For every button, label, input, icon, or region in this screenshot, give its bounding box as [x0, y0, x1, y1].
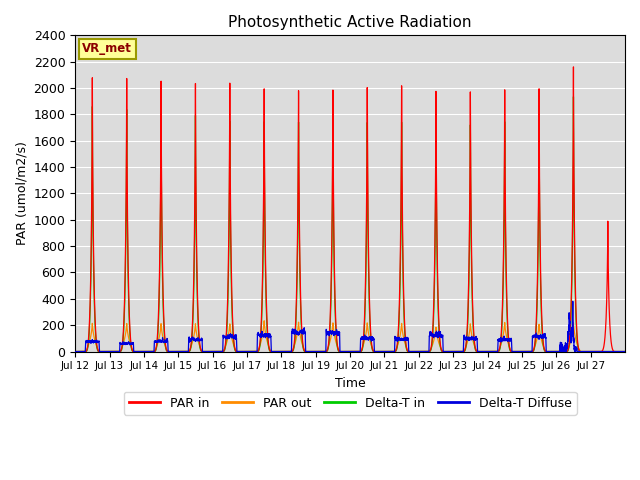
X-axis label: Time: Time — [335, 377, 365, 390]
Y-axis label: PAR (umol/m2/s): PAR (umol/m2/s) — [15, 142, 28, 245]
Legend: PAR in, PAR out, Delta-T in, Delta-T Diffuse: PAR in, PAR out, Delta-T in, Delta-T Dif… — [124, 392, 577, 415]
Text: VR_met: VR_met — [82, 42, 132, 55]
Title: Photosynthetic Active Radiation: Photosynthetic Active Radiation — [228, 15, 472, 30]
